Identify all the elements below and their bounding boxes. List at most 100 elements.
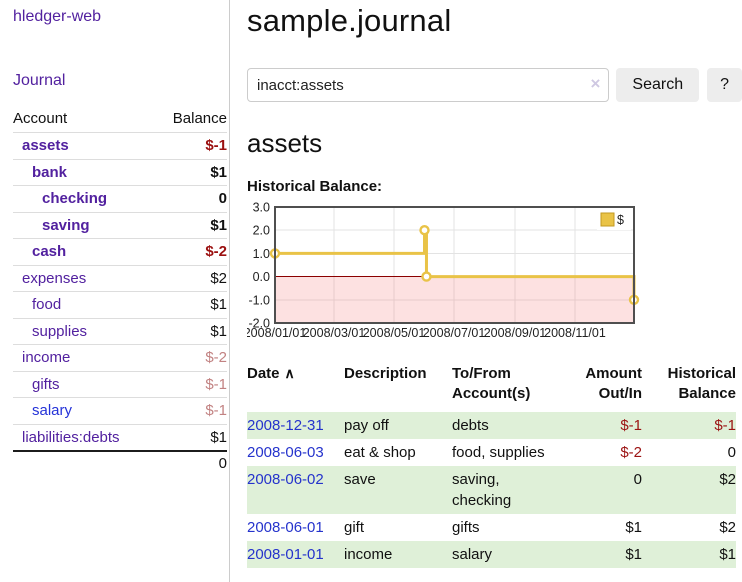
register-header-row: Date ∧ Description To/From Account(s) Amo… bbox=[247, 363, 736, 412]
y-axis-tick-label: -2.0 bbox=[248, 317, 270, 331]
register-header-amount: Amount Out/In bbox=[585, 365, 642, 403]
account-balance: $1 bbox=[154, 423, 227, 451]
account-heading: assets bbox=[247, 128, 323, 158]
search-button[interactable]: Search bbox=[616, 68, 700, 102]
transaction-date-link[interactable]: 2008-06-02 bbox=[247, 470, 324, 488]
account-link[interactable]: checking bbox=[42, 190, 108, 207]
account-link[interactable]: liabilities:debts bbox=[22, 428, 120, 446]
account-row: food $1 bbox=[13, 291, 227, 318]
transaction-date-link[interactable]: 2008-12-31 bbox=[247, 416, 324, 434]
accounts-header-balance: Balance bbox=[172, 110, 227, 127]
account-row: income $-2 bbox=[13, 344, 227, 371]
transaction-balance: $2 bbox=[719, 518, 736, 536]
account-balance: $-1 bbox=[154, 370, 227, 398]
account-link[interactable]: bank bbox=[32, 163, 68, 181]
transaction-balance: 0 bbox=[727, 443, 736, 461]
x-axis-tick-label: 2008/05/01 bbox=[363, 326, 426, 340]
account-balance: $-2 bbox=[154, 344, 227, 371]
account-row: saving $1 bbox=[13, 211, 227, 239]
register-header-accounts: To/From Account(s) bbox=[452, 365, 531, 403]
account-link[interactable]: salary bbox=[32, 402, 73, 419]
account-link[interactable]: expenses bbox=[22, 269, 87, 287]
account-balance: $1 bbox=[154, 211, 227, 239]
transaction-description: eat & shop bbox=[344, 443, 416, 461]
negative-region bbox=[275, 276, 634, 323]
account-row: salary $-1 bbox=[13, 397, 227, 424]
transaction-amount: 0 bbox=[633, 470, 642, 488]
account-balance: $-2 bbox=[154, 238, 227, 265]
search-row: × Search ? bbox=[247, 68, 742, 102]
account-row: cash $-2 bbox=[13, 238, 227, 265]
clear-search-icon[interactable]: × bbox=[590, 74, 601, 93]
account-link[interactable]: supplies bbox=[32, 322, 88, 340]
account-link[interactable]: income bbox=[22, 349, 71, 366]
account-balance: $1 bbox=[154, 158, 227, 186]
search-input[interactable] bbox=[247, 68, 610, 102]
sort-ascending-icon: ∧ bbox=[284, 365, 295, 381]
account-row: expenses $2 bbox=[13, 264, 227, 292]
account-link[interactable]: food bbox=[32, 296, 62, 313]
register-row: 2008-12-31 pay off debts $-1 $-1 bbox=[247, 411, 736, 439]
register-table: Date ∧ Description To/From Account(s) Amo… bbox=[247, 363, 736, 568]
accounts-total-row: 0 bbox=[13, 450, 227, 475]
register-header-description: Description bbox=[344, 365, 427, 382]
y-axis-tick-label: 2.0 bbox=[253, 224, 270, 238]
help-button[interactable]: ? bbox=[707, 68, 742, 102]
account-row: gifts $-1 bbox=[13, 370, 227, 398]
sidebar-item-journal[interactable]: Journal bbox=[13, 72, 66, 89]
account-row: assets $-1 bbox=[13, 132, 227, 159]
legend-label: $ bbox=[617, 213, 624, 227]
accounts-header-account: Account bbox=[13, 110, 68, 127]
account-balance: $-1 bbox=[154, 132, 227, 159]
plot-border bbox=[273, 205, 636, 325]
transaction-accounts: food, supplies bbox=[452, 443, 545, 461]
register-row: 2008-06-01 gift gifts $1 $2 bbox=[247, 514, 736, 541]
account-balance: $1 bbox=[154, 291, 227, 318]
x-axis-tick-label: 2008/09/01 bbox=[484, 326, 547, 340]
y-axis-tick-label: 1.0 bbox=[253, 247, 270, 261]
account-row: bank $1 bbox=[13, 158, 227, 186]
account-link[interactable]: assets bbox=[22, 137, 69, 154]
transaction-description: income bbox=[344, 545, 393, 563]
register-header-balance: Historical Balance bbox=[667, 365, 736, 403]
account-link[interactable]: gifts bbox=[32, 375, 60, 393]
transaction-description: gift bbox=[344, 518, 365, 536]
transaction-amount: $1 bbox=[625, 545, 642, 563]
account-link[interactable]: saving bbox=[42, 216, 90, 234]
accounts-table-header: Account Balance bbox=[13, 107, 227, 133]
transaction-description: save bbox=[344, 470, 376, 488]
transaction-amount: $-2 bbox=[620, 443, 642, 461]
account-row: checking 0 bbox=[13, 185, 227, 212]
accounts-table: Account Balance assets $-1 bank $1 checking 0… bbox=[13, 107, 227, 475]
register-row: 2008-01-01 income salary $1 $1 bbox=[247, 540, 736, 568]
data-point-marker bbox=[421, 271, 432, 282]
app-brand-link[interactable]: hledger-web bbox=[13, 8, 102, 25]
account-row: supplies $1 bbox=[13, 317, 227, 345]
sidebar: hledger-web Journal Account Balance asse… bbox=[0, 0, 230, 582]
transaction-date-link[interactable]: 2008-06-01 bbox=[247, 518, 324, 536]
transaction-balance: $1 bbox=[719, 545, 736, 563]
transaction-accounts: gifts bbox=[452, 518, 480, 536]
transaction-description: pay off bbox=[344, 416, 389, 434]
register-row: 2008-06-03 eat & shop food, supplies $-2 0 bbox=[247, 439, 736, 466]
y-axis-tick-label: 0.0 bbox=[253, 270, 270, 284]
register-header-date[interactable]: Date ∧ bbox=[247, 363, 344, 412]
account-balance: $2 bbox=[154, 264, 227, 292]
account-row: liabilities:debts $1 bbox=[13, 423, 227, 451]
transaction-balance: $2 bbox=[719, 470, 736, 488]
account-balance: 0 bbox=[154, 185, 227, 212]
transaction-date-link[interactable]: 2008-06-03 bbox=[247, 443, 324, 461]
transaction-accounts: saving, checking bbox=[452, 470, 512, 509]
y-axis-tick-label: -1.0 bbox=[248, 293, 270, 307]
transaction-amount: $-1 bbox=[620, 416, 642, 434]
transaction-accounts: debts bbox=[452, 416, 489, 434]
account-link[interactable]: cash bbox=[32, 243, 67, 260]
transaction-amount: $1 bbox=[625, 518, 642, 536]
accounts-total-value: 0 bbox=[154, 450, 227, 475]
transaction-date-link[interactable]: 2008-01-01 bbox=[247, 545, 324, 563]
search-box: × bbox=[247, 68, 610, 102]
account-balance: $1 bbox=[154, 317, 227, 345]
transaction-balance: $-1 bbox=[714, 416, 736, 434]
accounts-total-spacer bbox=[13, 450, 155, 475]
x-axis-tick-label: 2008/01/01 bbox=[247, 326, 306, 340]
